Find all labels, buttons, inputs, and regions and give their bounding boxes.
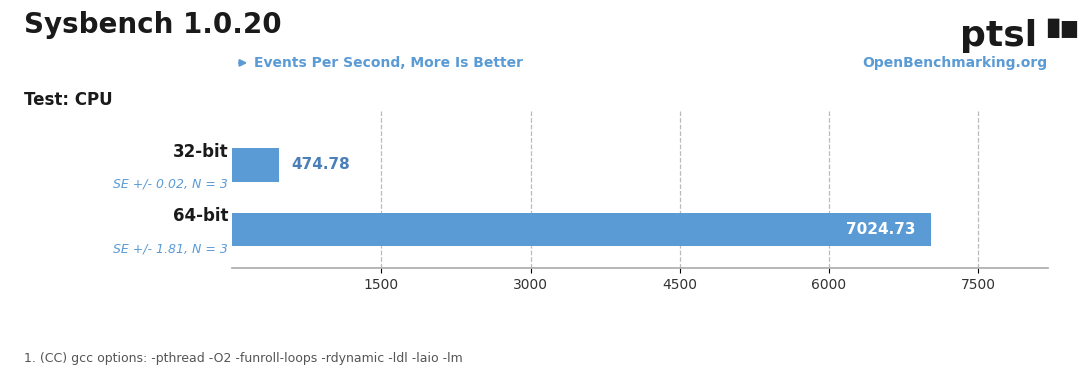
Text: SE +/- 0.02, N = 3: SE +/- 0.02, N = 3 (113, 178, 228, 191)
Text: ▊▇: ▊▇ (1048, 19, 1078, 38)
Bar (232, 212, 931, 246)
Text: 7024.73: 7024.73 (847, 222, 916, 237)
Text: 1. (CC) gcc options: -pthread -O2 -funroll-loops -rdynamic -ldl -laio -lm: 1. (CC) gcc options: -pthread -O2 -funro… (24, 352, 462, 365)
Text: ptsl: ptsl (960, 19, 1037, 53)
Text: Sysbench 1.0.20: Sysbench 1.0.20 (24, 11, 282, 40)
Text: 64-bit: 64-bit (173, 207, 228, 225)
Text: OpenBenchmarking.org: OpenBenchmarking.org (863, 56, 1048, 70)
Text: 32-bit: 32-bit (173, 143, 228, 161)
Text: 474.78: 474.78 (292, 157, 350, 173)
Bar (232, 148, 280, 182)
Text: SE +/- 1.81, N = 3: SE +/- 1.81, N = 3 (113, 242, 228, 255)
Text: Events Per Second, More Is Better: Events Per Second, More Is Better (254, 56, 523, 70)
Text: Test: CPU: Test: CPU (24, 91, 112, 109)
